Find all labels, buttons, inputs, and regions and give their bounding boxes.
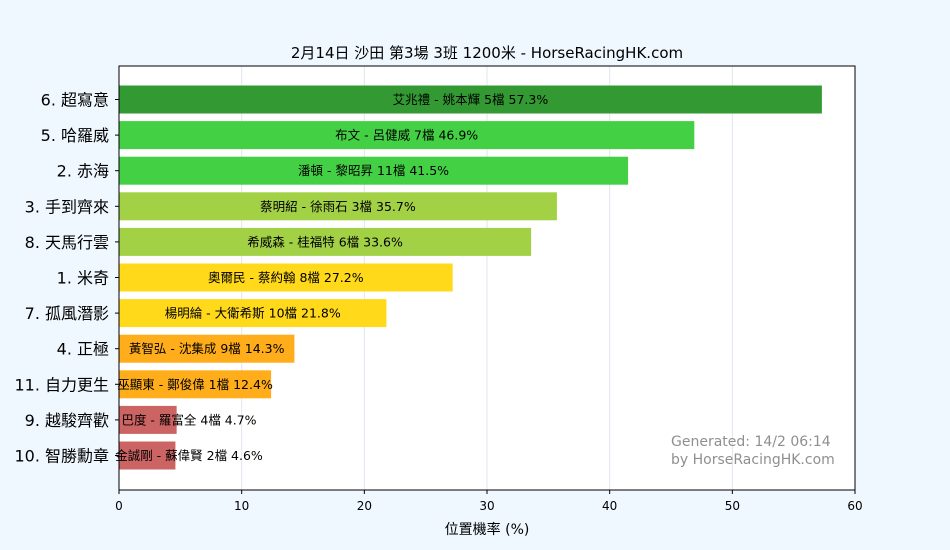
bar — [119, 85, 822, 114]
x-tick-label: 50 — [725, 499, 740, 513]
bar-label: 潘頓 - 黎昭昇 11檔 41.5% — [298, 163, 449, 178]
y-tick-label: 8. 天馬行雲 — [25, 233, 109, 252]
y-tick-label: 7. 孤風潛影 — [25, 304, 109, 323]
bar-label: 黃智弘 - 沈集成 9檔 14.3% — [129, 341, 285, 356]
x-tick-label: 30 — [479, 499, 494, 513]
chart-title: 2月14日 沙田 第3場 3班 1200米 - HorseRacingHK.co… — [291, 44, 683, 62]
bar — [119, 370, 272, 399]
bar-label: 金誠剛 - 蘇偉賢 2檔 4.6% — [115, 448, 263, 463]
bar-label: 楊明綸 - 大衛希斯 10檔 21.8% — [165, 306, 341, 321]
y-tick-label: 3. 手到齊來 — [25, 197, 109, 216]
x-tick-label: 20 — [357, 499, 372, 513]
y-tick-label: 10. 智勝勳章 — [14, 447, 109, 466]
y-tick-label: 6. 超寫意 — [41, 91, 109, 110]
x-tick-label: 0 — [115, 499, 123, 513]
x-tick-label: 40 — [602, 499, 617, 513]
bar — [119, 121, 695, 150]
bar — [119, 405, 177, 434]
bars — [119, 85, 822, 470]
x-tick-label: 10 — [234, 499, 249, 513]
bar-label: 巴度 - 羅富全 4檔 4.7% — [121, 412, 256, 427]
y-tick-label: 1. 米奇 — [57, 269, 109, 288]
bar-label: 希威森 - 桂福特 6檔 33.6% — [247, 234, 403, 249]
bar-label: 奧爾民 - 蔡約翰 8檔 27.2% — [208, 270, 364, 285]
y-tick-label: 5. 哈羅威 — [41, 126, 109, 145]
y-tick-label: 9. 越駿齊歡 — [25, 411, 109, 430]
y-axis-labels: 6. 超寫意 5. 哈羅威 2. 赤海 3. 手到齊來 8. 天馬行雲 1. 米奇 7. 孤… — [14, 91, 119, 466]
y-tick-label: 11. 自力更生 — [14, 375, 109, 394]
x-axis-label: 位置機率 (%) — [445, 521, 530, 538]
bar-labels: 艾兆禮 - 姚本輝 5檔 57.3% 布文 - 呂健威 7檔 46.9% 潘頓 - … — [115, 92, 548, 463]
bar — [119, 192, 557, 221]
bar-label: 蔡明紹 - 徐雨石 3檔 35.7% — [260, 199, 416, 214]
watermark-generated: Generated: 14/2 06:14 — [671, 434, 831, 450]
bar — [119, 263, 453, 292]
bar — [119, 441, 176, 470]
x-axis-ticks: 0 10 20 30 40 50 60 — [115, 490, 863, 513]
y-tick-label: 4. 正極 — [57, 340, 109, 359]
bar-label: 布文 - 呂健威 7檔 46.9% — [335, 128, 478, 143]
bar — [119, 156, 629, 185]
bar-label: 巫顯東 - 鄭俊偉 1檔 12.4% — [117, 377, 273, 392]
x-tick-label: 60 — [847, 499, 862, 513]
bar — [119, 299, 387, 328]
bar — [119, 334, 295, 363]
bar-label: 艾兆禮 - 姚本輝 5檔 57.3% — [393, 92, 549, 107]
y-tick-label: 2. 赤海 — [57, 162, 109, 181]
watermark-site: by HorseRacingHK.com — [671, 452, 835, 468]
bar — [119, 227, 532, 256]
plot-frame — [118, 65, 856, 491]
